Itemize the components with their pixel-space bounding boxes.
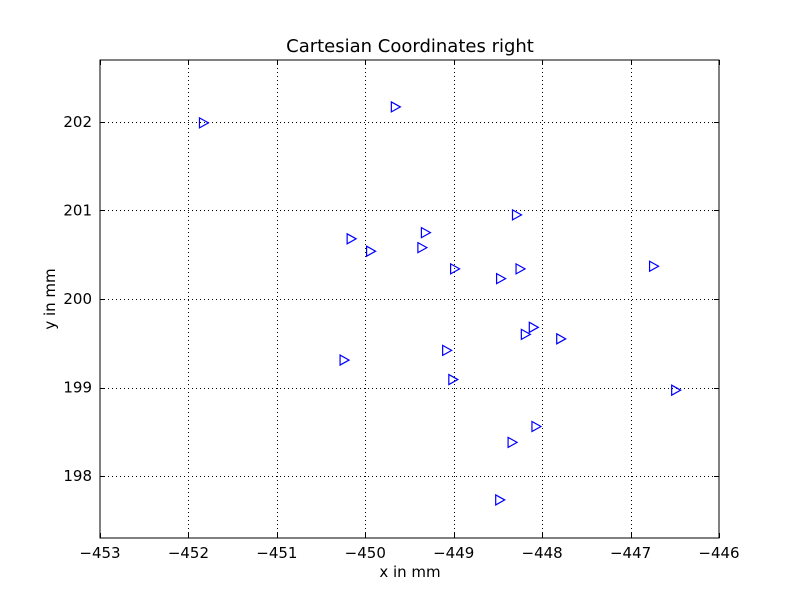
data-point: [515, 262, 527, 275]
x-tick-label: −447: [610, 544, 651, 562]
data-point: [495, 272, 507, 285]
data-point: [531, 420, 543, 433]
data-point: [339, 354, 351, 367]
data-point: [346, 232, 358, 245]
data-point: [671, 384, 682, 397]
x-tick-label: −450: [345, 544, 386, 562]
data-points: [198, 100, 682, 506]
axis-ticks: −453 −452 −451 −450 −449 −448 −447 −446 198 199 20…: [63, 60, 740, 562]
data-point: [511, 208, 523, 221]
data-point: [449, 262, 461, 275]
y-tick-label: 199: [63, 379, 92, 397]
data-point: [648, 260, 660, 273]
data-point: [520, 328, 532, 341]
x-tick-label: −449: [433, 544, 474, 562]
chart-title: Cartesian Coordinates right: [286, 36, 534, 57]
y-axis-label: y in mm: [41, 268, 59, 329]
data-point: [507, 436, 519, 449]
x-tick-label: −453: [79, 544, 120, 562]
data-point: [448, 373, 460, 386]
x-tick-label: −451: [256, 544, 297, 562]
plot-frame: [99, 59, 720, 539]
data-point: [417, 241, 429, 254]
y-tick-label: 201: [63, 201, 92, 219]
data-point: [420, 226, 432, 239]
x-tick-label: −446: [698, 544, 739, 562]
x-tick-label: −448: [522, 544, 563, 562]
data-point: [556, 332, 567, 345]
plot-area: [100, 60, 719, 538]
data-point: [198, 116, 210, 129]
data-point: [442, 344, 453, 357]
data-point: [495, 493, 506, 506]
x-axis-label: x in mm: [379, 563, 440, 581]
data-point: [528, 321, 540, 334]
y-tick-label: 200: [63, 290, 92, 308]
y-tick-label: 202: [63, 113, 92, 131]
x-tick-label: −452: [168, 544, 209, 562]
data-point: [390, 100, 402, 113]
data-point: [365, 245, 377, 258]
y-tick-label: 198: [63, 467, 92, 485]
